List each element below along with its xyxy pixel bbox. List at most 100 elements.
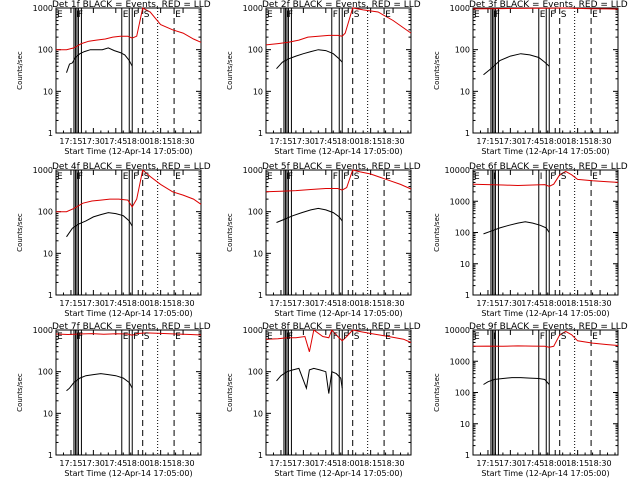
x-tick-label: 17:30	[292, 459, 315, 468]
x-tick-label: 17:45	[314, 459, 337, 468]
x-axis-label: Start Time (12-Apr-14 17:05:00)	[481, 469, 609, 478]
x-tick-label: 18:00	[337, 459, 360, 468]
event-marker-label: F	[343, 10, 348, 20]
event-marker-label: F	[550, 10, 555, 20]
event-marker-label: E	[267, 10, 273, 20]
events-series-line	[66, 373, 133, 392]
x-tick-label: 18:30	[172, 299, 195, 308]
y-tick-label: 10	[253, 249, 263, 258]
panel-axes-frame	[472, 7, 619, 134]
panel-title: Det 3f BLACK = Events, RED = LLD	[469, 0, 628, 10]
events-series-line	[276, 49, 343, 70]
x-axis-label: Start Time (12-Apr-14 17:05:00)	[274, 469, 402, 478]
x-tick-label: 17:30	[499, 459, 522, 468]
x-tick-label: 17:45	[314, 137, 337, 146]
event-marker-label: E	[592, 172, 598, 182]
event-marker-label: S	[354, 332, 360, 342]
events-series-line	[66, 212, 133, 238]
lld-series-line	[265, 169, 412, 193]
x-tick-label: 18:00	[337, 299, 360, 308]
lld-series-line	[472, 7, 619, 10]
events-series-line	[483, 53, 550, 76]
y-tick-label: 1000	[33, 4, 53, 13]
x-tick-label: 18:15	[566, 299, 589, 308]
x-tick-label: 18:00	[544, 137, 567, 146]
event-marker-label: I	[286, 172, 289, 182]
event-marker-label: E	[175, 172, 181, 182]
panel-axes-frame	[265, 169, 412, 296]
y-tick-label: 10000	[445, 326, 470, 335]
event-marker-label: E	[123, 172, 129, 182]
panel-title: Det 5f BLACK = Events, RED = LLD	[262, 162, 421, 172]
y-axis-label: Counts/sec	[226, 213, 234, 252]
event-marker-label: I	[286, 332, 289, 342]
x-tick-label: 18:30	[589, 137, 612, 146]
y-tick-label: 10	[460, 87, 470, 96]
events-series-line	[276, 367, 343, 394]
y-tick-label: 10	[460, 260, 470, 269]
event-marker-label: I	[76, 10, 79, 20]
event-marker-label: E	[385, 10, 391, 20]
x-tick-label: 17:30	[499, 299, 522, 308]
x-tick-label: 18:15	[149, 299, 172, 308]
x-tick-label: 17:45	[521, 459, 544, 468]
x-tick-label: 18:15	[149, 459, 172, 468]
x-tick-label: 18:00	[337, 137, 360, 146]
x-tick-label: 18:30	[589, 459, 612, 468]
event-marker-label: S	[561, 332, 567, 342]
event-marker-label: S	[561, 10, 567, 20]
x-tick-label: 17:30	[82, 459, 105, 468]
x-tick-label: 17:30	[82, 137, 105, 146]
events-series-line	[276, 207, 343, 223]
x-tick-label: 17:15	[59, 459, 82, 468]
event-marker-label: E	[57, 172, 63, 182]
x-axis-label: Start Time (12-Apr-14 17:05:00)	[64, 147, 192, 156]
x-tick-label: 18:00	[127, 459, 150, 468]
event-marker-label: I	[76, 172, 79, 182]
event-marker-label: E	[474, 332, 480, 342]
event-marker-label: S	[144, 332, 150, 342]
event-marker-label: E	[123, 10, 129, 20]
event-marker-label: E	[57, 10, 63, 20]
detector-panel-6: Det 6f BLACK = Events, RED = LLD 1 10 100 10…	[433, 162, 628, 318]
x-tick-label: 17:45	[104, 137, 127, 146]
x-tick-label: 18:15	[566, 459, 589, 468]
y-tick-label: 10	[253, 409, 263, 418]
panel-axes-frame	[55, 169, 202, 296]
event-marker-label: F	[288, 172, 293, 182]
x-tick-label: 17:30	[499, 137, 522, 146]
x-tick-label: 17:30	[292, 137, 315, 146]
detector-panel-1: Det 1f BLACK = Events, RED = LLD 1 10 100 10…	[16, 0, 211, 156]
panel-title: Det 9f BLACK = Events, RED = LLD	[469, 322, 628, 332]
lld-series-line	[55, 332, 202, 336]
x-tick-label: 18:00	[127, 299, 150, 308]
event-marker-label: F	[288, 332, 293, 342]
event-marker-label: F	[540, 332, 545, 342]
x-tick-label: 17:45	[104, 299, 127, 308]
event-marker-label: F	[333, 172, 338, 182]
lld-series-line	[472, 330, 619, 348]
y-axis-label: Counts/sec	[16, 373, 24, 412]
event-marker-label: E	[57, 332, 63, 342]
panel-axes-frame	[265, 329, 412, 456]
y-tick-label: 1000	[243, 326, 263, 335]
event-marker-label: S	[354, 10, 360, 20]
y-tick-label: 1000	[243, 166, 263, 175]
event-marker-label: S	[561, 172, 567, 182]
panel-title: Det 4f BLACK = Events, RED = LLD	[52, 162, 211, 172]
y-tick-label: 10	[43, 249, 53, 258]
x-tick-label: 17:15	[269, 299, 292, 308]
x-tick-label: 17:30	[292, 299, 315, 308]
y-axis-label: Counts/sec	[16, 213, 24, 252]
y-axis-label: Counts/sec	[226, 373, 234, 412]
y-tick-label: 100	[248, 368, 263, 377]
event-marker-label: F	[78, 10, 83, 20]
y-axis-label: Counts/sec	[433, 51, 441, 90]
x-tick-label: 17:30	[82, 299, 105, 308]
y-axis-label: Counts/sec	[433, 373, 441, 412]
y-tick-label: 1	[48, 129, 53, 138]
y-axis-label: Counts/sec	[226, 51, 234, 90]
y-tick-label: 1	[258, 291, 263, 300]
x-tick-label: 17:45	[521, 137, 544, 146]
